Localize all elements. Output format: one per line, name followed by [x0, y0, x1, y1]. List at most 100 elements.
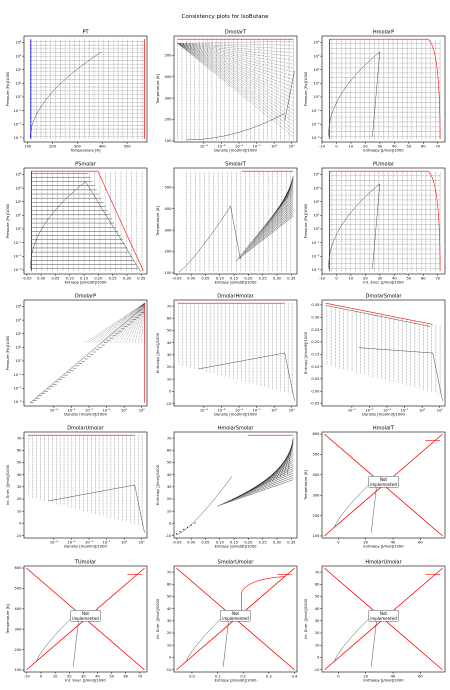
- isoline-series: [178, 303, 293, 395]
- x-tick-label: 0.3: [266, 675, 272, 679]
- y-tick-label: 400: [165, 207, 173, 211]
- y-tick-label: 10³: [313, 54, 320, 58]
- x-tick-label: 10⁻³: [67, 541, 75, 545]
- x-tick-label: 0.4: [292, 675, 298, 679]
- y-tick-label: 600: [15, 566, 23, 570]
- x-tick-label: 10⁻²: [85, 409, 93, 413]
- y-tick-label: 50: [167, 461, 172, 465]
- y-axis-label: Int. Ener. [J/mol]/1000: [156, 598, 160, 639]
- y-tick-label: 500: [313, 453, 321, 457]
- not-implemented-box: [368, 610, 399, 622]
- x-axis-label: Density [mol/m3]/1000: [214, 413, 257, 417]
- isoline-series: [28, 435, 143, 527]
- y-tick-label: 50: [17, 461, 22, 465]
- x-tick-label: 40: [391, 675, 396, 679]
- y-tick-label: 400: [15, 607, 23, 611]
- y-tick-label: 200: [313, 514, 321, 518]
- x-axis-label: Enthalpy [J/mol]/1000: [363, 545, 404, 549]
- x-tick-label: 0.05: [201, 277, 209, 281]
- bubble-point: [194, 522, 196, 524]
- y-tick-label: 0.25: [311, 328, 319, 332]
- isoline-series: [326, 305, 441, 395]
- y-tick-label: 70: [17, 436, 22, 440]
- panel-HmolarSmolar: HmolarSmolar Entropy [J/mol/K]/1000 Enthal…: [156, 426, 298, 549]
- x-tick-label: 60: [418, 675, 423, 679]
- y-tick-label: 70: [167, 436, 172, 440]
- y-tick-label: 20: [167, 497, 172, 501]
- plot-area: [30, 303, 145, 403]
- y-tick-label: 70: [167, 304, 172, 308]
- y-tick-label: 10¹: [313, 82, 320, 86]
- panel-title: PT: [82, 30, 89, 36]
- panel-HmolarUmolar: HmolarUmolar Enthalpy [J/mol]/1000 Int. En…: [304, 560, 446, 683]
- y-tick-label: 30: [167, 485, 172, 489]
- y-tick-label: 500: [165, 53, 173, 57]
- y-tick-label: 10⁻²: [13, 386, 21, 390]
- y-tick-label: 40: [167, 341, 172, 345]
- not-implemented-label: Not: [232, 611, 239, 616]
- x-axis-label: Enthalpy [J/mol]/1000: [363, 679, 404, 683]
- y-tick-label: 20: [167, 631, 172, 635]
- y-tick-label: 60: [17, 448, 22, 452]
- y-tick-label: 30: [167, 619, 172, 623]
- axes-frame: [173, 299, 298, 407]
- x-tick-label: 0.05: [201, 541, 209, 545]
- y-axis-label: Pressure [Pa]/1000: [6, 203, 10, 238]
- panel-title: DmolarP: [75, 294, 96, 300]
- x-tick-label: -0.05: [172, 541, 181, 545]
- x-tick-label: -10: [24, 675, 31, 679]
- not-implemented-box: [70, 610, 101, 622]
- not-implemented-label: implemented: [72, 616, 99, 621]
- y-tick-label: 300: [165, 228, 173, 232]
- y-tick-label: 300: [313, 493, 321, 497]
- y-tick-label: 10⁻³: [311, 136, 319, 140]
- x-axis-label: Density [mol/m3]/1000: [362, 413, 405, 417]
- x-tick-label: 0.05: [51, 277, 59, 281]
- y-tick-label: 10³: [15, 54, 22, 58]
- x-tick-label: 60: [421, 145, 426, 149]
- y-tick-label: 300: [15, 627, 23, 631]
- panel-PUmolar: PUmolar Int. Ener. [J/mol]/1000 Pressure […: [304, 162, 446, 285]
- x-axis-label: Density [mol/m3]/1000: [64, 413, 107, 417]
- x-tick-label: 0.15: [230, 541, 238, 545]
- x-tick-label: 0.00: [187, 277, 196, 281]
- y-axis-label: Temperature [K]: [304, 470, 308, 501]
- y-tick-label: 0.20: [311, 340, 320, 344]
- y-tick-label: 10⁰: [15, 95, 22, 99]
- x-tick-label: 0: [335, 145, 338, 149]
- x-tick-label: 0.25: [259, 541, 267, 545]
- y-tick-label: 600: [313, 432, 321, 436]
- axes-frame: [23, 35, 148, 143]
- saturation-series: [176, 437, 294, 535]
- panel-PSmolar: PSmolar Entropy [J/mol/K]/1000 Pressure [P…: [6, 162, 148, 285]
- axes-frame: [23, 431, 148, 539]
- isoline-series: [186, 171, 292, 271]
- y-tick-label: 100: [165, 271, 173, 275]
- axes-frame: [321, 431, 446, 539]
- x-tick-label: 10⁻¹: [253, 409, 261, 413]
- y-tick-label: 10³: [15, 318, 22, 322]
- plot-area: [325, 302, 443, 401]
- x-tick-label: 100: [24, 145, 32, 149]
- y-tick-label: 500: [165, 185, 173, 189]
- y-tick-label: 20: [17, 497, 22, 501]
- y-axis-label: Enthalpy [J/mol]/1000: [156, 332, 160, 373]
- x-tick-label: 0.35: [287, 541, 295, 545]
- x-tick-label: 10⁻³: [217, 409, 225, 413]
- y-tick-label: 200: [165, 250, 173, 254]
- x-tick-label: 10⁻¹: [253, 145, 261, 149]
- panel-title: SmolarUmolar: [218, 560, 255, 566]
- panel-SmolarUmolar: SmolarUmolar Entropy [J/mol/K]/1000 Int. E…: [156, 560, 298, 683]
- axes-frame: [23, 167, 148, 275]
- axes-frame: [321, 167, 446, 275]
- y-tick-label: 10³: [313, 186, 320, 190]
- x-tick-label: 10⁻¹: [103, 541, 111, 545]
- x-tick-label: 20: [363, 675, 368, 679]
- x-tick-label: 10¹: [437, 409, 444, 413]
- y-tick-label: 50: [167, 329, 172, 333]
- plot-area: [177, 302, 295, 401]
- y-tick-label: 30: [167, 353, 172, 357]
- y-axis-label: Pressure [Pa]/1000: [304, 203, 308, 238]
